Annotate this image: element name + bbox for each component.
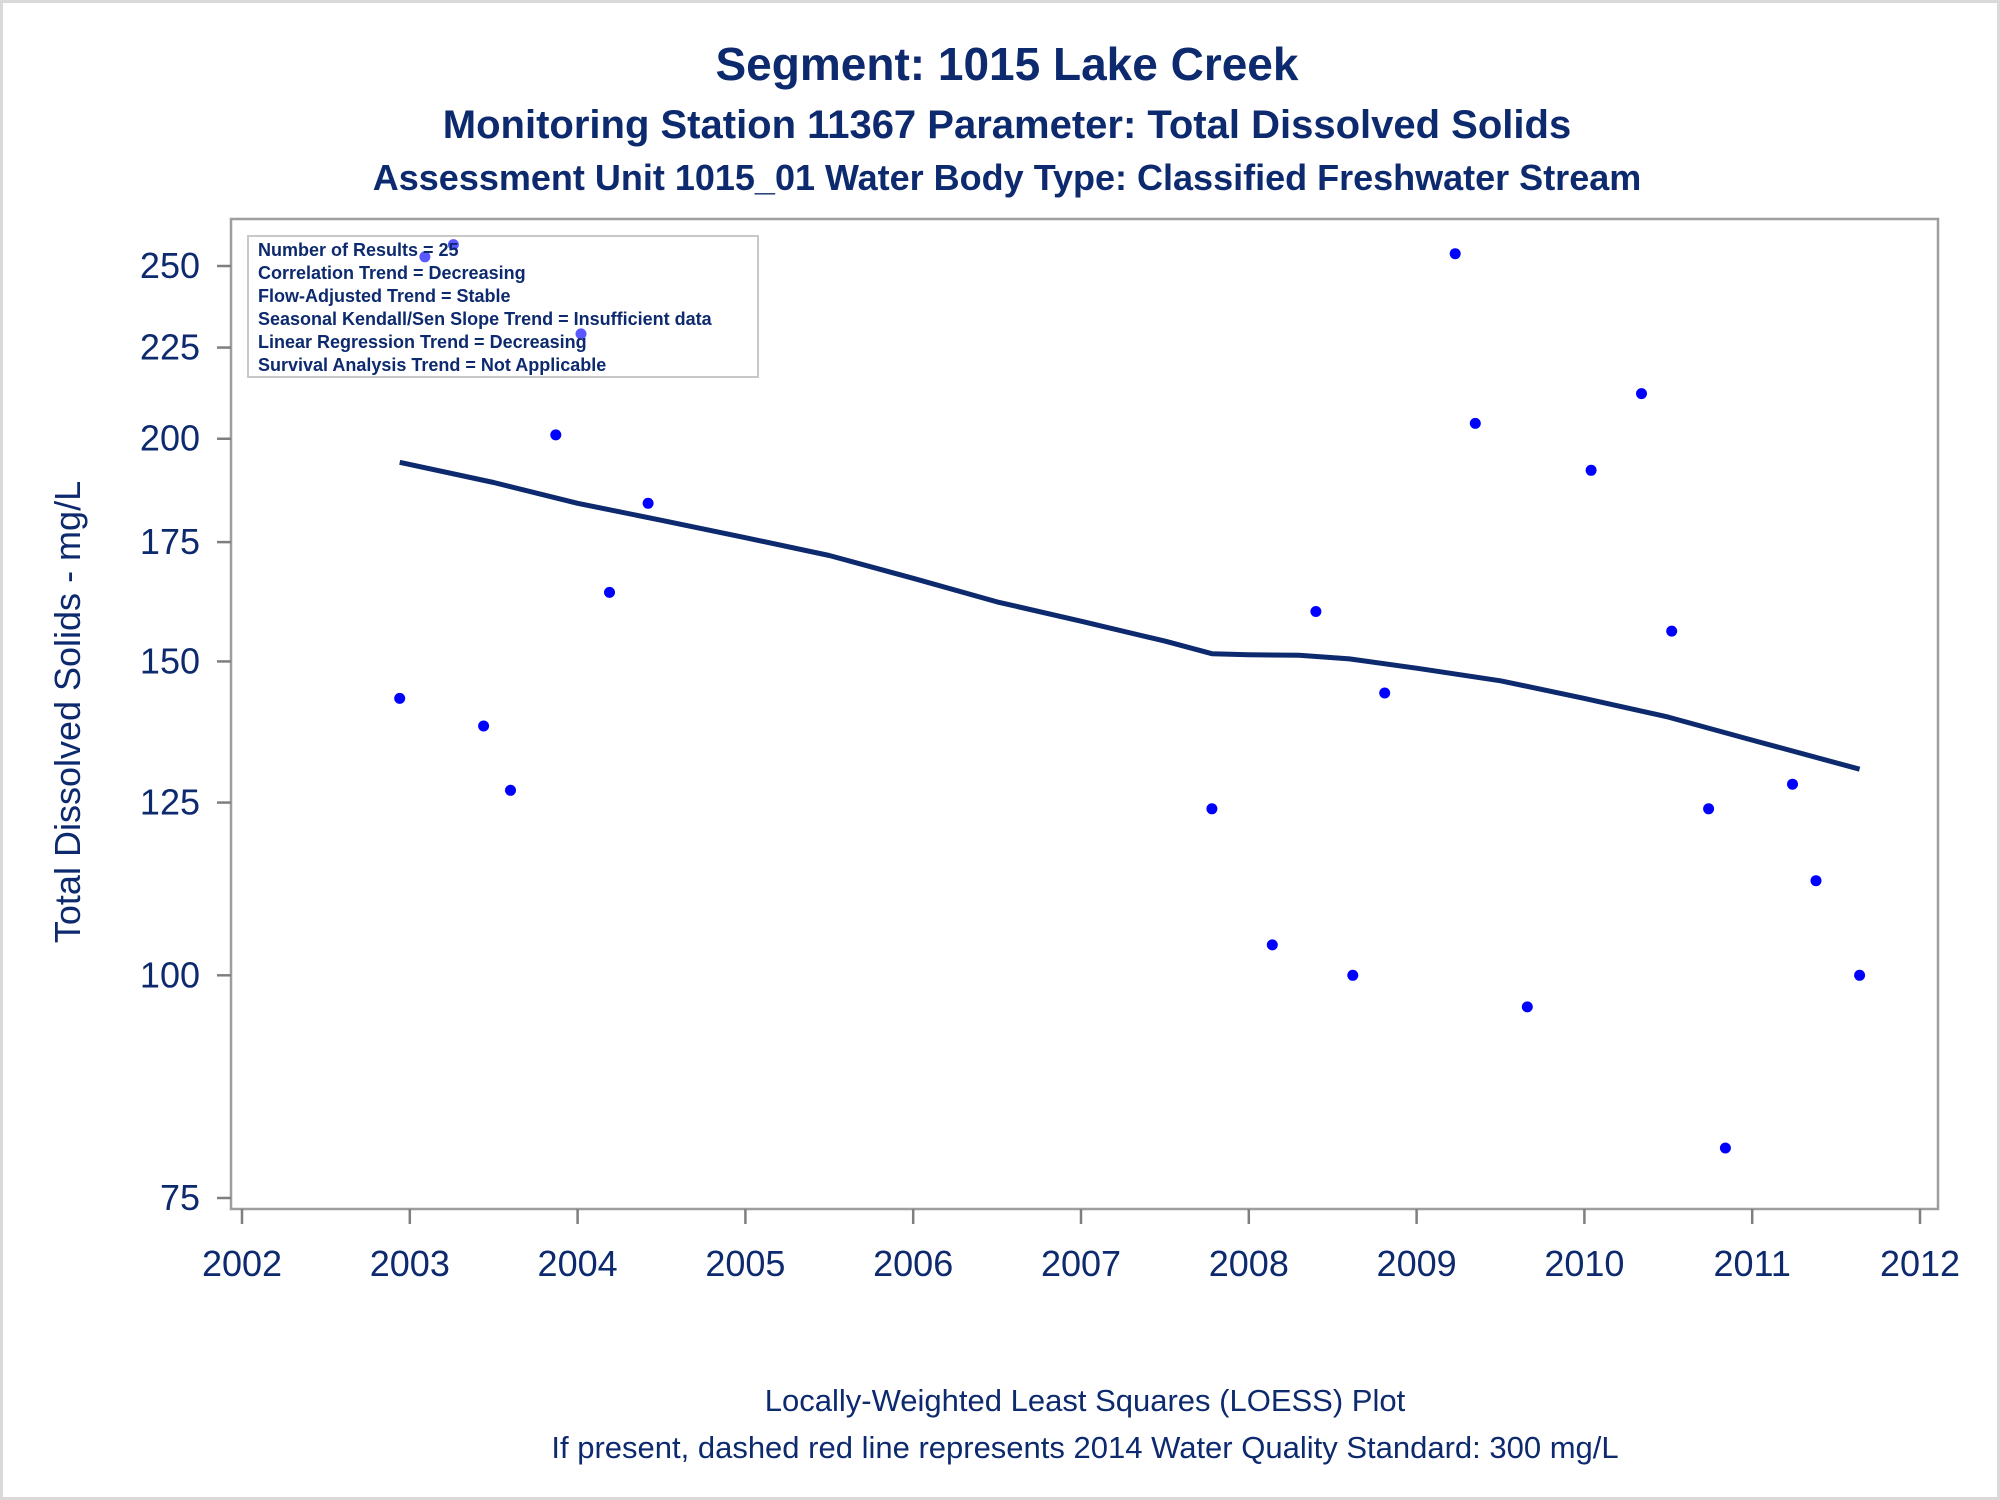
x-tick-label: 2005 — [705, 1243, 785, 1284]
x-tick-label: 2010 — [1544, 1243, 1624, 1284]
x-tick-label: 2004 — [538, 1243, 618, 1284]
data-point — [642, 497, 654, 509]
x-tick-label: 2012 — [1880, 1243, 1960, 1284]
loess-layer — [399, 459, 1861, 772]
y-tick-label: 200 — [140, 418, 200, 459]
x-tick-label: 2009 — [1377, 1243, 1457, 1284]
data-point — [478, 720, 490, 732]
data-point — [1585, 464, 1597, 476]
data-point — [575, 328, 587, 340]
y-tick-label: 75 — [160, 1177, 200, 1218]
stats-line-flow-adjusted: Flow-Adjusted Trend = Stable — [258, 286, 511, 306]
points-layer — [394, 239, 1866, 1154]
y-tick-label: 100 — [140, 954, 200, 995]
data-point — [1310, 606, 1322, 617]
loess-line — [399, 459, 1861, 772]
data-point — [1787, 778, 1798, 790]
y-axis-label: Total Dissolved Solids - mg/L — [47, 481, 88, 943]
data-point — [1810, 875, 1822, 887]
chart-subtitle-2: Assessment Unit 1015_01 Water Body Type:… — [373, 157, 1642, 198]
x-tick-label: 2007 — [1041, 1243, 1121, 1284]
stats-line-results: Number of Results = 25 — [258, 240, 459, 260]
chart-subtitle: Monitoring Station 11367 Parameter: Tota… — [443, 103, 1571, 147]
x-axis: 2002 2003 2004 2005 2006 2007 2008 2009 2010 2011… — [202, 1209, 1960, 1284]
x-tick-label: 2006 — [873, 1243, 953, 1284]
data-point — [447, 239, 459, 251]
plot-area-border — [229, 217, 1940, 1211]
data-point — [1703, 803, 1715, 815]
y-tick-label: 150 — [140, 640, 200, 681]
stats-line-linear-regression: Linear Regression Trend = Decreasing — [258, 332, 587, 352]
x-tick-label: 2003 — [370, 1243, 450, 1284]
data-point — [550, 429, 562, 441]
data-point — [1666, 625, 1678, 637]
y-tick-label: 225 — [140, 327, 200, 368]
y-tick-label: 250 — [140, 245, 200, 286]
stats-box: Number of Results = 25 Correlation Trend… — [247, 235, 759, 378]
stats-line-seasonal-kendall: Seasonal Kendall/Sen Slope Trend = Insuf… — [258, 309, 713, 329]
data-point — [505, 784, 516, 796]
data-point — [1469, 417, 1481, 429]
x-tick-label: 2002 — [202, 1243, 282, 1284]
data-point — [1521, 1001, 1533, 1013]
data-point — [604, 586, 615, 598]
data-point — [1266, 939, 1278, 951]
footnote-loess: Locally-Weighted Least Squares (LOESS) P… — [765, 1383, 1406, 1418]
stats-line-correlation: Correlation Trend = Decreasing — [258, 263, 526, 283]
data-point — [419, 251, 431, 263]
x-tick-label: 2008 — [1209, 1243, 1289, 1284]
data-point — [1347, 969, 1359, 981]
y-tick-label: 125 — [140, 782, 200, 823]
stats-box-border — [247, 235, 759, 378]
data-point — [1206, 803, 1218, 815]
chart-title: Segment: 1015 Lake Creek — [716, 38, 1299, 90]
data-point — [394, 692, 406, 704]
data-point — [1854, 969, 1866, 981]
footnote-standard: If present, dashed red line represents 2… — [551, 1430, 1618, 1465]
stats-line-survival: Survival Analysis Trend = Not Applicable — [258, 355, 606, 375]
data-point — [1379, 687, 1391, 699]
x-tick-label: 2011 — [1713, 1243, 1790, 1284]
y-tick-label: 175 — [140, 521, 200, 562]
y-axis: 75 100 125 150 175 200 225 250 — [140, 245, 231, 1218]
data-point — [1636, 388, 1647, 400]
data-point — [1449, 248, 1461, 260]
data-point — [1719, 1142, 1731, 1154]
